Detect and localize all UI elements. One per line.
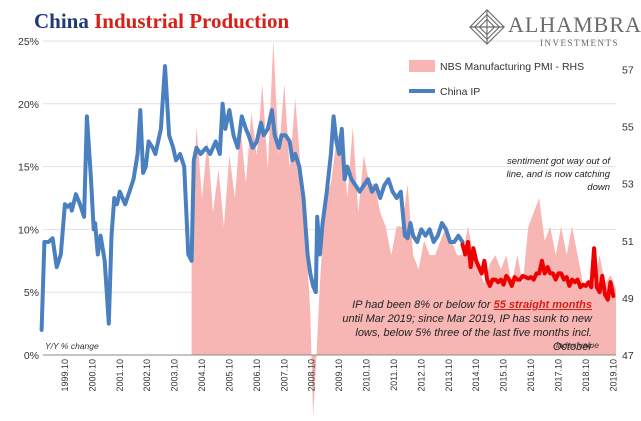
x-tick-label: 2008.10 — [307, 359, 317, 392]
y2-tick-label: 47 — [622, 350, 634, 362]
chart-title-prefix: China — [34, 9, 95, 33]
y-axis-label: Y/Y % change — [45, 341, 99, 351]
chart-title-main: Industrial Production — [94, 9, 290, 33]
x-tick-label: 2017.10 — [553, 359, 563, 392]
x-tick-label: 2015.10 — [499, 359, 509, 392]
annotation-ip-note-pre: IP had been 8% or below for — [352, 299, 494, 311]
legend-label-ip: China IP — [440, 86, 480, 98]
legend: NBS Manufacturing PMI - RHS China IP — [409, 60, 584, 98]
x-tick-label: 2012.10 — [416, 359, 426, 392]
x-tick-label: 2003.10 — [170, 359, 180, 392]
x-tick-label: 1999.10 — [60, 359, 70, 392]
annotation-ip-note-post: until Mar 2019; since Mar 2019, IP has s… — [342, 313, 592, 353]
x-tick-label: 2002.10 — [142, 359, 152, 392]
annotation-ip-note: IP had been 8% or below for 55 straight … — [330, 298, 592, 354]
x-tick-label: 2004.10 — [197, 359, 207, 392]
x-tick-label: 2007.10 — [279, 359, 289, 392]
logo-name: ALHAMBRA — [508, 12, 641, 37]
y-tick-label: 25% — [18, 36, 39, 48]
annotation-sentiment: sentiment got way out of line, and is no… — [506, 156, 610, 193]
ip-line — [39, 64, 465, 332]
ip-lines — [39, 64, 616, 332]
y2-tick-labels: 47 49 51 53 55 57 — [622, 65, 634, 362]
annotation-ip-note-highlight: 55 straight months — [493, 299, 592, 311]
x-tick-label: 2010.10 — [362, 359, 372, 392]
x-tick-label: 2001.10 — [115, 359, 125, 392]
x-tick-label: 2011.10 — [389, 359, 399, 391]
x-tick-label: 2000.10 — [87, 359, 97, 392]
y-tick-label: 10% — [18, 224, 39, 236]
x-tick-label: 2016.10 — [526, 359, 536, 392]
y2-tick-label: 57 — [622, 65, 634, 77]
logo-subtitle: INVESTMENTS — [540, 38, 619, 48]
x-tick-label: 2019.10 — [608, 359, 618, 392]
x-tick-label: 2018.10 — [581, 359, 591, 392]
x-tick-labels: 1999.10 2000.10 2001.10 2002.10 2003.10 2004.… — [60, 359, 618, 392]
chart-title: China Industrial Production — [34, 9, 289, 34]
y-tick-label: 0% — [24, 350, 39, 362]
y2-axis-label: index value — [556, 340, 600, 350]
y2-tick-label: 53 — [622, 179, 634, 191]
x-tick-label: 2006.10 — [252, 359, 262, 392]
x-tick-label: 2013.10 — [444, 359, 454, 392]
y-tick-labels: 0% 5% 10% 15% 20% 25% — [18, 36, 39, 362]
y-tick-label: 15% — [18, 162, 39, 174]
y2-tick-label: 49 — [622, 293, 634, 305]
x-tick-label: 2014.10 — [471, 359, 481, 392]
legend-label-pmi: NBS Manufacturing PMI - RHS — [440, 61, 584, 73]
y2-tick-label: 51 — [622, 236, 634, 248]
y2-tick-label: 55 — [622, 122, 634, 134]
y-tick-label: 5% — [24, 287, 39, 299]
x-tick-label: 2009.10 — [334, 359, 344, 392]
alhambra-logo-icon — [469, 9, 505, 45]
legend-swatch-pmi — [409, 60, 435, 72]
y-tick-label: 20% — [18, 99, 39, 111]
x-tick-label: 2005.10 — [224, 359, 234, 392]
ip-line-recent — [460, 240, 616, 302]
